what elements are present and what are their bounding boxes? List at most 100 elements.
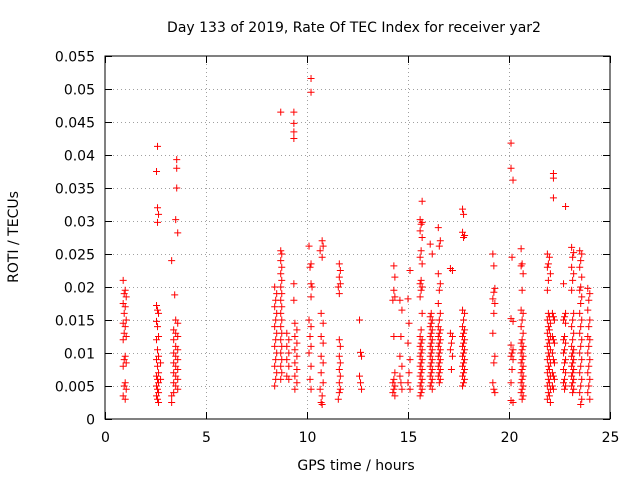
data-point [390, 385, 398, 393]
data-points [119, 74, 594, 408]
data-point [586, 356, 594, 364]
data-point [417, 286, 425, 294]
data-point [460, 359, 468, 367]
data-point [585, 296, 593, 304]
data-point [283, 329, 291, 337]
data-point [318, 253, 326, 261]
data-point [121, 395, 129, 403]
data-point [549, 336, 557, 344]
data-point [546, 270, 554, 278]
data-point [428, 346, 436, 354]
data-point [391, 369, 399, 377]
x-tick-label: 20 [501, 430, 519, 446]
data-point [335, 352, 343, 360]
data-point [434, 224, 442, 232]
data-point [427, 359, 435, 367]
data-point [518, 385, 526, 393]
data-point [154, 142, 162, 150]
data-point [317, 333, 325, 340]
data-point [544, 323, 552, 331]
data-point [318, 400, 326, 408]
data-point [277, 257, 285, 265]
data-point [336, 372, 344, 380]
data-point [461, 346, 469, 354]
data-point [173, 184, 181, 192]
data-point [120, 309, 128, 317]
data-point [305, 316, 313, 324]
data-point [155, 309, 163, 317]
data-point [570, 375, 578, 383]
y-tick-label: 0.025 [55, 248, 95, 264]
data-point [307, 362, 315, 370]
data-point [490, 262, 498, 270]
data-point [435, 286, 443, 294]
data-point [491, 352, 499, 360]
data-point [119, 336, 127, 344]
data-point [154, 218, 162, 226]
data-point [461, 326, 469, 334]
data-point [406, 267, 414, 274]
data-point [577, 400, 585, 408]
data-point [277, 349, 285, 357]
data-point [519, 309, 527, 317]
data-point [271, 342, 279, 350]
data-point [562, 339, 570, 347]
data-point [271, 362, 279, 370]
data-point [568, 323, 576, 331]
data-point [561, 359, 569, 367]
data-point [576, 389, 584, 397]
data-point [154, 204, 162, 212]
data-point [586, 336, 594, 344]
data-point [561, 313, 569, 321]
data-point [291, 385, 299, 393]
data-point [548, 369, 556, 377]
data-point [390, 262, 398, 270]
y-tick-label: 0.015 [55, 314, 95, 330]
data-point [518, 375, 526, 383]
data-point [290, 280, 298, 288]
data-point [271, 283, 279, 291]
data-point [548, 309, 556, 317]
data-point [446, 346, 454, 354]
data-point [334, 283, 342, 291]
data-point [335, 379, 343, 387]
data-point [519, 372, 527, 380]
data-point [291, 359, 299, 367]
chart-title: Day 133 of 2019, Rate Of TEC Index for r… [167, 20, 541, 36]
data-point [508, 253, 516, 261]
data-point [569, 369, 577, 377]
data-point [291, 319, 299, 327]
data-point [460, 379, 468, 387]
data-point [417, 326, 425, 334]
data-point [578, 250, 586, 258]
data-point [319, 359, 327, 367]
data-point [417, 369, 425, 377]
data-point [577, 283, 585, 291]
data-point [306, 263, 314, 271]
data-point [319, 339, 327, 347]
data-point [277, 375, 285, 383]
y-tick-label: 0.05 [64, 83, 95, 99]
x-tick-label: 5 [202, 430, 211, 446]
data-point [543, 356, 551, 364]
data-point [418, 234, 426, 241]
data-point [561, 346, 569, 354]
data-point [546, 399, 554, 406]
data-point [562, 382, 570, 390]
x-tick-label: 0 [101, 430, 110, 446]
data-point [154, 362, 162, 370]
data-point [307, 88, 315, 96]
data-point [569, 359, 577, 367]
data-point [277, 247, 285, 255]
data-point [154, 385, 162, 393]
data-point [307, 260, 315, 268]
data-point [517, 262, 525, 270]
data-point [491, 284, 499, 292]
x-axis-label: GPS time / hours [297, 458, 414, 474]
data-point [576, 309, 584, 317]
data-point [119, 276, 127, 284]
data-point [519, 342, 527, 350]
data-point [397, 379, 405, 387]
data-point [585, 323, 593, 331]
data-point [319, 319, 327, 327]
